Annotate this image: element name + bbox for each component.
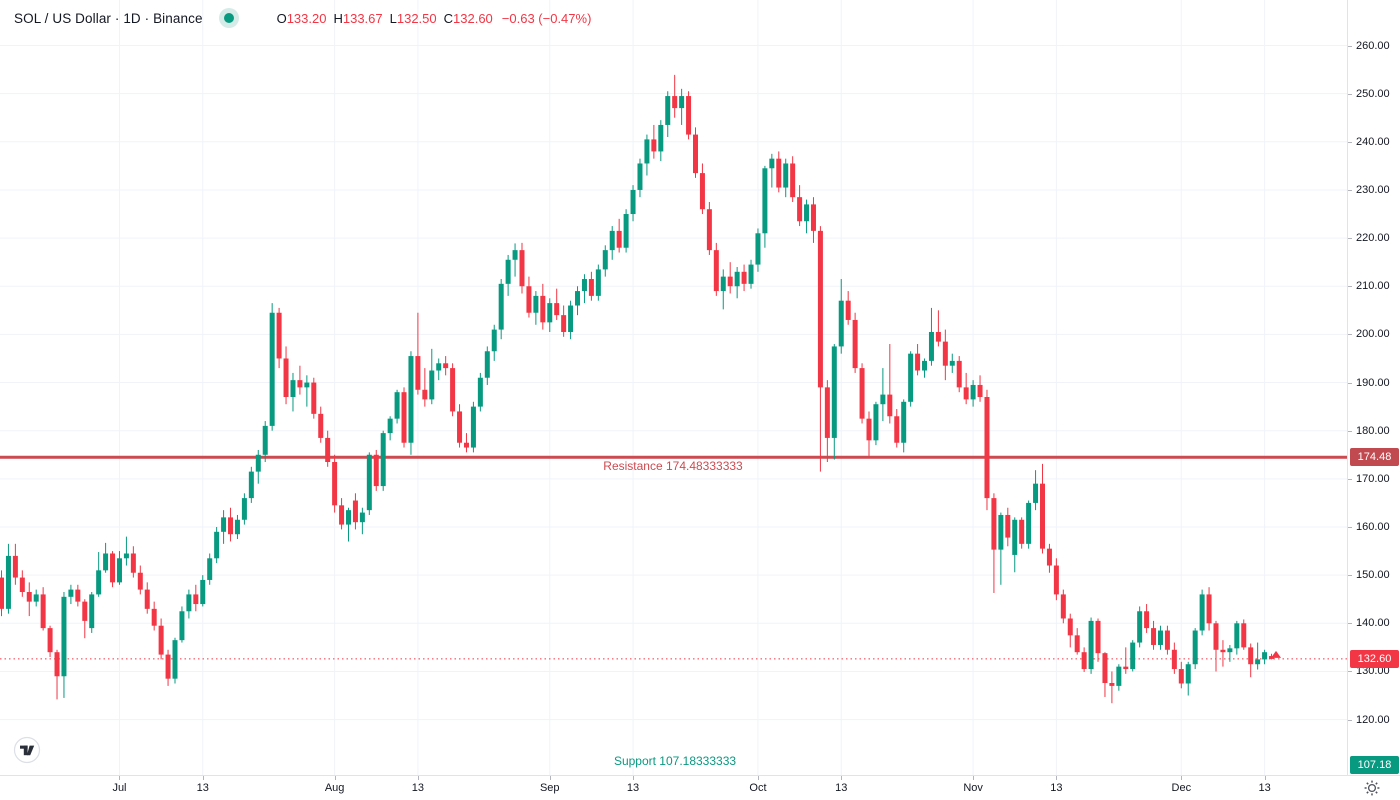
- time-axis-settings-gear-icon[interactable]: [1363, 779, 1381, 797]
- time-tick-label: Nov: [963, 782, 983, 794]
- price-tick-label: 240.00: [1356, 135, 1390, 148]
- last-price-marker: [1271, 650, 1282, 658]
- time-tick-mark: [417, 776, 419, 780]
- low-value: L132.50: [389, 10, 437, 26]
- price-tick-label: 210.00: [1356, 280, 1390, 293]
- time-tick-label: 13: [411, 782, 425, 794]
- price-tick-mark: [1348, 238, 1352, 240]
- price-tick-label: 150.00: [1356, 569, 1390, 582]
- price-tick-label: 130.00: [1356, 665, 1390, 678]
- support-price-badge: 107.18: [1350, 756, 1399, 774]
- candles[interactable]: [0, 74, 1275, 704]
- grid-lines: [0, 0, 1347, 775]
- price-tick-mark: [1348, 189, 1352, 191]
- time-tick-mark: [633, 776, 635, 780]
- time-tick-label: Oct: [749, 782, 767, 794]
- price-tick-mark: [1348, 141, 1352, 143]
- price-tick-label: 230.00: [1356, 183, 1390, 196]
- time-tick-label: Jul: [112, 782, 127, 794]
- last-price-badge: 132.60: [1350, 649, 1399, 668]
- status-dot-inner: [223, 13, 234, 23]
- time-tick-mark: [841, 776, 843, 780]
- price-tick-mark: [1348, 45, 1352, 47]
- resistance-line[interactable]: [0, 455, 1347, 459]
- time-tick-mark: [1056, 776, 1058, 780]
- change-value: −0.63 (−0.47%): [501, 10, 592, 26]
- price-tick-mark: [1348, 623, 1352, 625]
- time-tick-label: 13: [196, 782, 209, 794]
- price-tick-label: 180.00: [1356, 424, 1390, 437]
- close-value: C132.60: [443, 10, 493, 26]
- high-value: H133.67: [333, 10, 383, 26]
- price-tick-label: 190.00: [1356, 376, 1390, 389]
- price-tick-mark: [1348, 334, 1352, 336]
- time-tick-label: 13: [1258, 782, 1271, 794]
- time-tick-mark: [1264, 776, 1266, 780]
- support-line-label: Support 107.18333333: [613, 754, 737, 768]
- tradingview-logo[interactable]: [13, 736, 41, 764]
- ohlc-values: O133.20 H133.67 L132.50 C132.60: [277, 11, 500, 26]
- price-tick-mark: [1348, 93, 1352, 95]
- time-tick-mark: [757, 776, 759, 780]
- price-tick-label: 120.00: [1356, 713, 1390, 726]
- price-tick-mark: [1348, 671, 1352, 673]
- price-tick-label: 200.00: [1356, 328, 1390, 341]
- price-tick-mark: [1348, 430, 1352, 432]
- time-tick-label: Sep: [539, 782, 560, 794]
- time-tick-mark: [1181, 776, 1183, 780]
- price-tick-mark: [1348, 478, 1352, 480]
- time-tick-mark: [973, 776, 975, 780]
- time-tick-label: 13: [835, 782, 848, 794]
- price-tick-label: 220.00: [1356, 232, 1390, 245]
- price-tick-label: 250.00: [1356, 87, 1390, 100]
- time-tick-label: 13: [1050, 782, 1063, 794]
- resistance-line-label: Resistance 174.48333333: [603, 459, 743, 473]
- time-tick-label: 13: [626, 782, 640, 794]
- price-tick-label: 170.00: [1356, 472, 1390, 485]
- price-tick-label: 160.00: [1356, 521, 1390, 533]
- price-tick-label: 260.00: [1356, 39, 1390, 52]
- price-axis[interactable]: 174.48 132.60 107.18 260.00 250.00 240.00 2…: [1347, 0, 1400, 775]
- price-tick-label: 140.00: [1356, 617, 1390, 630]
- time-tick-mark: [119, 776, 121, 780]
- time-tick-mark: [549, 776, 551, 780]
- price-tick-mark: [1348, 575, 1352, 577]
- chart-legend: SOL / US Dollar · 1D · Binance O133.20 H…: [14, 7, 591, 29]
- price-tick-mark: [1348, 382, 1352, 384]
- symbol-title[interactable]: SOL / US Dollar · 1D · Binance: [14, 10, 203, 26]
- time-tick-label: Dec: [1171, 782, 1192, 794]
- price-tick-mark: [1348, 286, 1352, 288]
- open-value: O133.20: [276, 10, 327, 26]
- time-tick-mark: [334, 776, 336, 780]
- time-tick-mark: [202, 776, 204, 780]
- time-tick-label: Aug: [324, 782, 345, 794]
- market-status-icon[interactable]: [218, 8, 239, 28]
- price-tick-mark: [1348, 527, 1352, 528]
- price-tick-mark: [1348, 719, 1352, 721]
- resistance-price-badge: 174.48: [1350, 448, 1399, 467]
- time-axis[interactable]: Jul 13 Aug 13 Sep 13 Oct 13 Nov 13 Dec 13: [0, 775, 1400, 800]
